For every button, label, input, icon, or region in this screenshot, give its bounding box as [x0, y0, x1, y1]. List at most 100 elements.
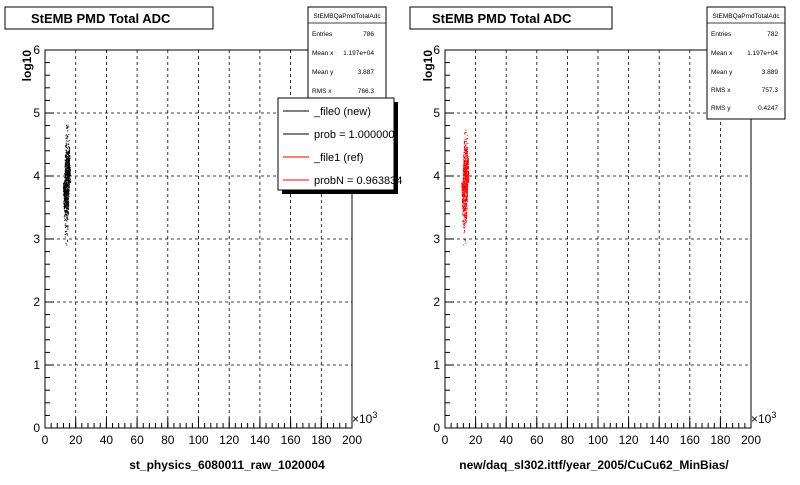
data-point [466, 190, 468, 192]
data-point [463, 175, 465, 177]
legend-entry: prob = 1.000000 [283, 129, 394, 141]
data-point [465, 129, 467, 131]
data-point [67, 157, 69, 159]
data-point [463, 186, 465, 188]
data-point [67, 206, 69, 208]
data-point [63, 188, 65, 190]
data-point [66, 153, 68, 155]
data-point [65, 149, 67, 151]
data-point [466, 162, 468, 164]
data-point [466, 153, 468, 155]
data-point [68, 176, 70, 178]
data-point [68, 168, 70, 170]
data-point [462, 185, 464, 187]
data-point [65, 170, 66, 172]
x-tick-label: 60 [530, 433, 544, 447]
chart-title: StEMB PMD Total ADC [31, 11, 171, 26]
data-point [464, 195, 466, 197]
data-point [65, 170, 67, 172]
data-point [465, 199, 467, 201]
data-point [65, 200, 67, 202]
data-point [68, 161, 70, 163]
data-point [66, 195, 68, 197]
data-point [465, 189, 467, 191]
data-point [67, 126, 69, 128]
data-point [465, 212, 467, 214]
data-point [66, 137, 68, 139]
data-point [65, 219, 66, 221]
data-point [466, 192, 468, 194]
data-point [463, 155, 465, 157]
data-point [67, 211, 69, 213]
data-point [465, 215, 467, 217]
data-point [66, 158, 68, 160]
data-point [465, 152, 467, 154]
title-box [409, 6, 613, 30]
x-tick-label: 160 [281, 433, 301, 447]
data-point [69, 163, 71, 165]
data-point [65, 180, 67, 182]
data-point [67, 218, 69, 220]
data-point [465, 191, 467, 193]
data-point [66, 188, 68, 190]
data-point [464, 214, 466, 216]
data-point [68, 173, 70, 175]
data-point [67, 150, 69, 152]
data-point [464, 194, 466, 196]
stats-box: StEMBQaPmdTotalAdc Entries 786 Mean x 1.… [307, 6, 387, 104]
data-point [65, 225, 67, 226]
data-point [465, 166, 467, 168]
data-point [463, 161, 465, 162]
data-point [69, 166, 71, 168]
data-point [66, 166, 68, 168]
data-point [67, 159, 69, 161]
data-point [65, 146, 67, 148]
data-point [465, 158, 467, 160]
data-point [67, 177, 69, 179]
data-point [462, 188, 464, 190]
data-point [65, 187, 67, 189]
data-point [463, 166, 465, 168]
data-point [465, 242, 467, 244]
data-point [466, 189, 468, 191]
data-point [67, 171, 69, 173]
y-tick-label: 3 [33, 232, 40, 246]
data-point [68, 205, 70, 207]
data-point [463, 170, 465, 172]
data-point [465, 141, 467, 143]
data-point [65, 168, 67, 170]
data-point [67, 196, 68, 198]
x-tick-label: 80 [561, 433, 575, 447]
data-point [67, 205, 69, 207]
data-point [65, 163, 67, 165]
data-point [464, 171, 466, 173]
data-point [65, 174, 67, 176]
data-point [68, 193, 70, 195]
data-point [466, 174, 468, 176]
data-point [66, 152, 68, 154]
data-point [466, 179, 468, 181]
data-point [468, 178, 470, 180]
data-point [66, 128, 68, 130]
data-point [463, 193, 465, 195]
data-point [66, 196, 68, 198]
x-tick-label: 0 [42, 433, 49, 447]
data-point [466, 146, 468, 148]
data-point [465, 158, 467, 160]
data-point [466, 137, 468, 139]
data-point [65, 194, 67, 196]
data-point [463, 179, 465, 181]
data-point [68, 186, 70, 188]
stats-label: Mean x [711, 50, 733, 57]
data-point [68, 126, 70, 128]
data-point [463, 201, 465, 203]
data-point [69, 164, 71, 166]
data-point [64, 210, 66, 212]
data-point [465, 156, 467, 158]
data-point [462, 219, 464, 221]
data-point [462, 193, 464, 195]
data-point [64, 180, 66, 182]
data-point [64, 212, 66, 214]
data-point [66, 212, 68, 214]
x-tick-label: 200 [342, 433, 362, 447]
